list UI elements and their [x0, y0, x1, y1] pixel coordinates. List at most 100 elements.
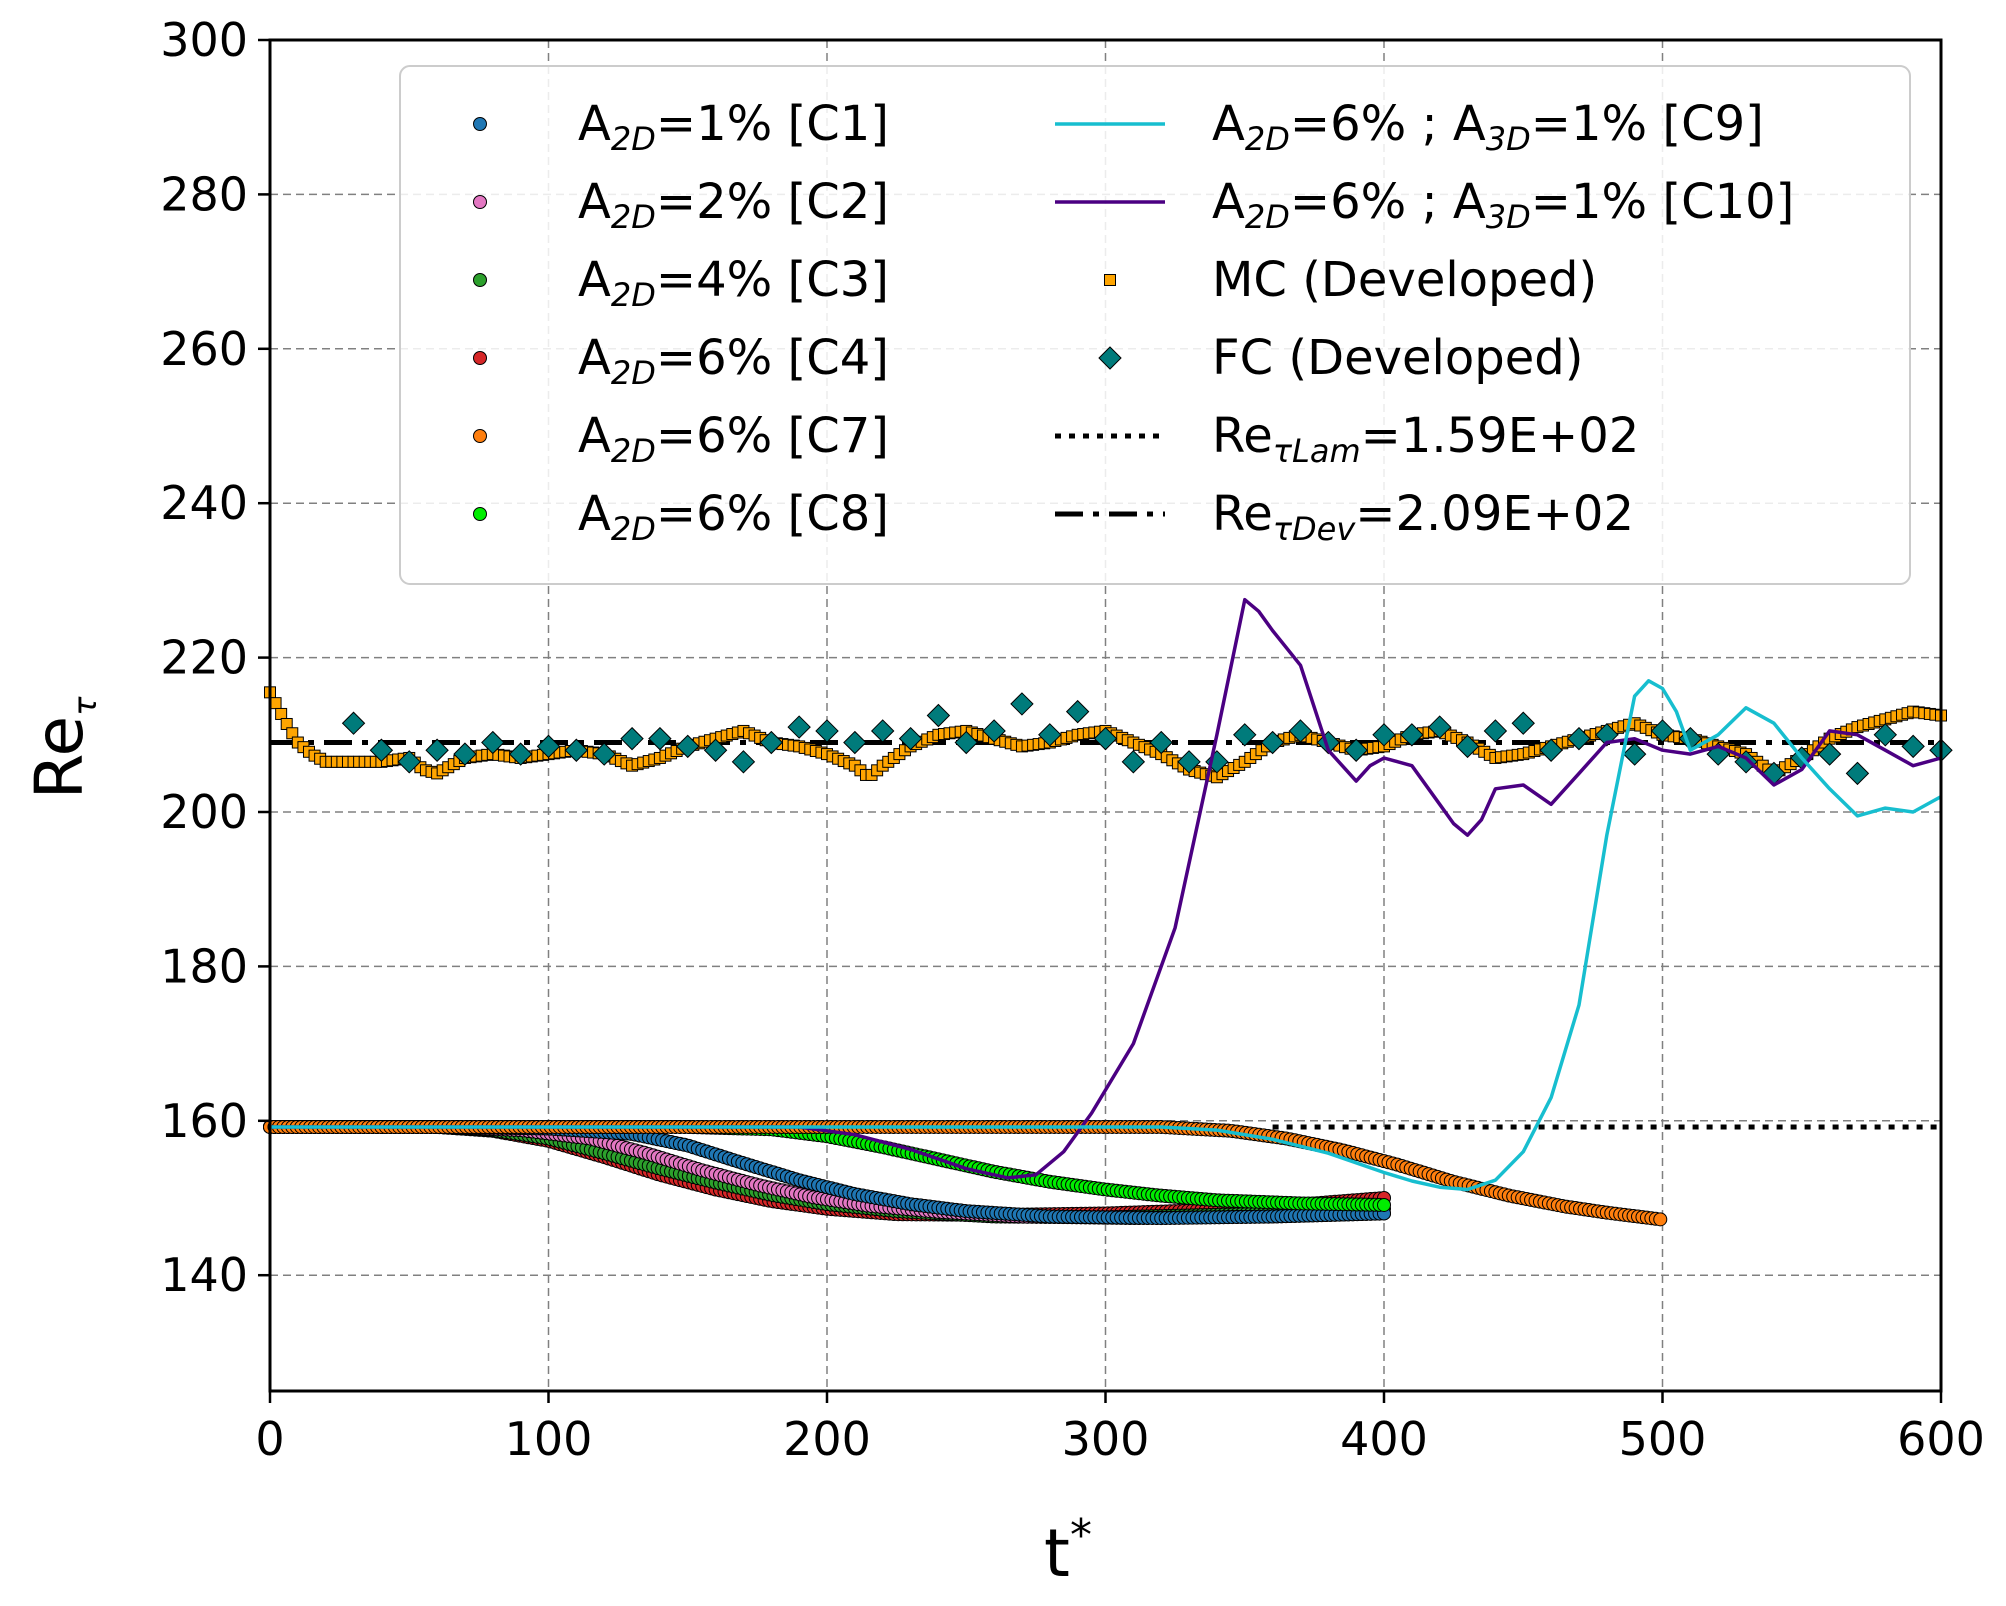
point-fc: [592, 742, 616, 766]
legend-base: Re: [1212, 486, 1273, 542]
point-fc: [425, 738, 449, 762]
point-fc: [1873, 723, 1898, 747]
legend-sub: τDev: [1273, 510, 1357, 548]
point-mc: [275, 707, 288, 720]
legend-label-c10: A2D=6% ; A3D=1% [C10]: [1212, 174, 1794, 236]
point-fc: [843, 730, 867, 755]
point-fc: [703, 738, 728, 762]
x-tick-label: 500: [1619, 1412, 1707, 1466]
legend-sub: τLam: [1273, 432, 1361, 470]
legend-base: FC (Developed): [1212, 330, 1583, 386]
legend-marker: [473, 195, 487, 209]
point-fc: [1901, 734, 1925, 759]
x-tick-label: 100: [505, 1412, 593, 1466]
legend-sub2: 3D: [1486, 120, 1531, 158]
point-fc: [815, 719, 839, 743]
legend-marker: [473, 117, 487, 131]
ticks: 0 100 200 300 400 500 600 140 160 180 200 220 240 260…: [160, 13, 1985, 1466]
legend-base: A: [1212, 96, 1245, 152]
point-fc: [1149, 730, 1173, 755]
legend-marker: [473, 507, 487, 521]
legend-rest: =1.59E+02: [1361, 408, 1640, 464]
legend-marker: [1098, 346, 1122, 370]
legend-sub: 2D: [611, 120, 656, 158]
legend-marker: [473, 351, 487, 365]
x-tick-label: 300: [1062, 1412, 1150, 1466]
y-tick-label: 260: [160, 322, 248, 376]
legend-base: A: [1212, 174, 1245, 230]
point-fc: [481, 730, 505, 755]
point-fc: [536, 734, 561, 759]
point-fc: [1233, 723, 1257, 747]
legend-rest: =4% [C3]: [656, 252, 889, 308]
point-fc: [787, 715, 811, 739]
legend-label-c7: A2D=6% [C7]: [578, 408, 889, 470]
legend-base: A: [578, 174, 611, 230]
legend-label-c1: A2D=1% [C1]: [578, 96, 889, 158]
legend-label-lam: ReτLam=1.59E+02: [1212, 408, 1639, 470]
y-tick-label: 180: [160, 939, 248, 993]
point-fc: [676, 734, 700, 759]
legend: A2D=1% [C1]A2D=2% [C2]A2D=4% [C3]A2D=6% …: [399, 65, 1911, 585]
legend-rest: =6% ; A: [1290, 174, 1486, 230]
point-fc: [1065, 699, 1090, 724]
point-fc: [564, 738, 589, 762]
point-fc: [1177, 750, 1201, 774]
legend-base: A: [578, 252, 611, 308]
legend-marker: [473, 273, 487, 287]
line-c9: [270, 679, 1942, 1192]
line-c10: [270, 597, 1942, 1180]
point-fc: [341, 711, 366, 735]
y-tick-label: 300: [160, 13, 248, 67]
point-fc: [1483, 719, 1508, 743]
legend-sub: 2D: [611, 198, 656, 236]
point-fc: [982, 719, 1006, 743]
legend-label-c8: A2D=6% [C8]: [578, 486, 889, 548]
point-fc: [620, 726, 644, 751]
legend-label-c9: A2D=6% ; A3D=1% [C9]: [1212, 96, 1764, 158]
legend-sub: 2D: [611, 276, 656, 314]
legend-rest: =2.09E+02: [1355, 486, 1634, 542]
point-fc: [508, 742, 533, 766]
legend-base: A: [578, 408, 611, 464]
point-fc: [1511, 711, 1535, 735]
point-fc: [1567, 726, 1591, 751]
legend-rest: =6% [C7]: [656, 408, 889, 464]
y-tick-label: 140: [160, 1248, 248, 1302]
legend-marker: [1104, 274, 1116, 286]
point-fc: [453, 742, 477, 766]
point-fc: [1288, 719, 1313, 743]
legend-label-c2: A2D=2% [C2]: [578, 174, 889, 236]
point-fc: [1372, 723, 1396, 747]
point-fc: [954, 730, 978, 755]
point-fc: [1427, 715, 1452, 739]
point-fc: [1455, 734, 1480, 759]
series-c9: [270, 679, 1942, 1192]
point-fc: [1622, 742, 1647, 766]
legend-sub: 2D: [1245, 120, 1290, 158]
legend-label-mc: MC (Developed): [1212, 252, 1597, 308]
legend-rest: =1% [C1]: [656, 96, 889, 152]
point-fc: [898, 726, 923, 751]
point-c8: [1377, 1197, 1391, 1212]
series-layer: [263, 597, 1953, 1227]
point-fc: [926, 703, 951, 728]
legend-marker: [473, 429, 487, 443]
point-fc: [870, 719, 895, 743]
legend-label-fc: FC (Developed): [1212, 330, 1583, 386]
legend-rest: =6% [C8]: [656, 486, 889, 542]
legend-rest: =2% [C2]: [656, 174, 889, 230]
x-tick-label: 400: [1340, 1412, 1428, 1466]
series-mc: [264, 686, 1947, 784]
series-c10: [270, 597, 1942, 1180]
point-mc: [269, 697, 282, 710]
point-fc: [1539, 738, 1563, 762]
point-fc: [1400, 723, 1424, 747]
point-fc: [731, 750, 756, 774]
point-fc: [1260, 730, 1285, 755]
x-tick-label: 0: [255, 1412, 284, 1466]
point-fc: [1817, 742, 1842, 766]
legend-rest: =6% [C4]: [656, 330, 889, 386]
point-fc: [1038, 723, 1062, 747]
